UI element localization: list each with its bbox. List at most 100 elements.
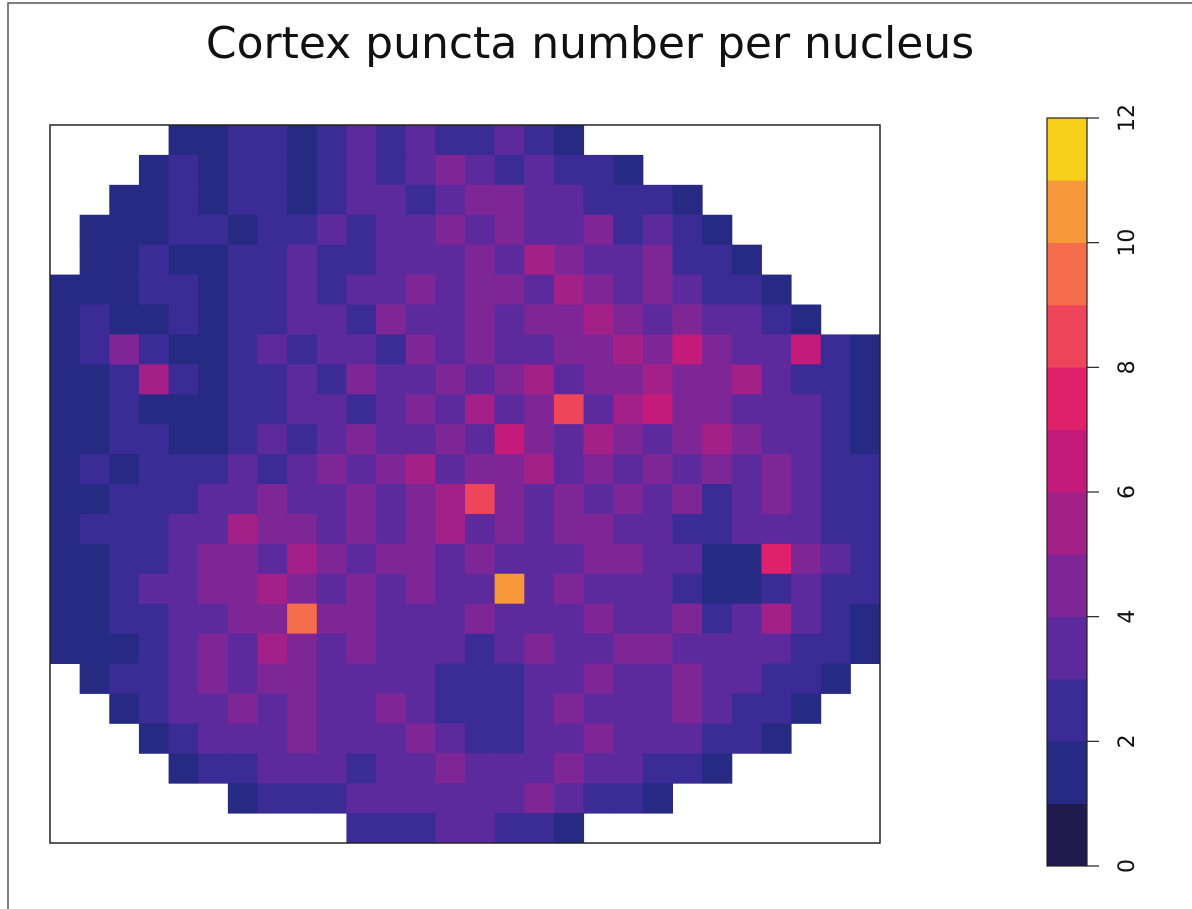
cell bbox=[642, 633, 673, 664]
cell bbox=[524, 573, 555, 605]
cell bbox=[642, 334, 673, 365]
cell bbox=[198, 304, 229, 335]
cell bbox=[50, 274, 81, 305]
cell bbox=[791, 693, 822, 724]
cell bbox=[287, 364, 318, 395]
cell bbox=[435, 693, 466, 724]
cell bbox=[435, 513, 466, 545]
cell bbox=[553, 513, 585, 545]
cell bbox=[138, 603, 170, 635]
cell bbox=[168, 723, 199, 754]
cell bbox=[376, 214, 407, 246]
cell bbox=[553, 274, 585, 305]
cell bbox=[316, 513, 347, 545]
cell bbox=[198, 633, 229, 664]
cell bbox=[642, 424, 673, 455]
cell bbox=[850, 573, 881, 605]
cell bbox=[642, 484, 673, 515]
cell bbox=[553, 334, 585, 365]
cell bbox=[672, 424, 703, 455]
cell bbox=[257, 543, 288, 575]
cell bbox=[50, 424, 81, 455]
cell bbox=[376, 454, 407, 485]
cell bbox=[465, 125, 496, 156]
cell bbox=[702, 603, 733, 635]
cell bbox=[553, 633, 585, 664]
cell bbox=[316, 154, 347, 186]
cell bbox=[820, 633, 851, 664]
cell bbox=[850, 364, 881, 395]
cell bbox=[494, 274, 525, 305]
cell bbox=[524, 603, 555, 635]
cell bbox=[79, 394, 110, 425]
cell bbox=[731, 244, 762, 276]
cell bbox=[79, 663, 110, 694]
cell bbox=[405, 394, 436, 425]
cell bbox=[50, 364, 81, 395]
cell bbox=[316, 663, 347, 694]
cell bbox=[820, 334, 851, 365]
cell bbox=[583, 693, 614, 724]
cell bbox=[494, 424, 525, 455]
cell bbox=[465, 364, 496, 395]
cell bbox=[50, 394, 81, 425]
cell bbox=[50, 573, 81, 605]
cell bbox=[524, 454, 555, 485]
cell bbox=[731, 334, 762, 365]
cell bbox=[524, 663, 555, 694]
cell bbox=[346, 424, 377, 455]
cell bbox=[198, 693, 229, 724]
cell bbox=[583, 424, 614, 455]
cell bbox=[109, 364, 140, 395]
cell bbox=[672, 334, 703, 365]
cell bbox=[761, 454, 792, 485]
cell bbox=[613, 394, 644, 425]
cell bbox=[287, 633, 318, 664]
cell bbox=[613, 663, 644, 694]
cell bbox=[465, 334, 496, 365]
cell bbox=[672, 394, 703, 425]
cell bbox=[820, 543, 851, 575]
cell bbox=[613, 154, 644, 186]
cell bbox=[672, 364, 703, 395]
cell bbox=[346, 484, 377, 515]
cell bbox=[613, 304, 644, 335]
cell bbox=[613, 424, 644, 455]
cell bbox=[79, 513, 110, 545]
cell bbox=[642, 304, 673, 335]
cell bbox=[109, 184, 140, 216]
cell bbox=[731, 663, 762, 694]
cell bbox=[198, 394, 229, 425]
cell bbox=[820, 484, 851, 515]
cell bbox=[79, 543, 110, 575]
cell bbox=[850, 334, 881, 365]
cell bbox=[731, 394, 762, 425]
cell bbox=[316, 364, 347, 395]
cell bbox=[287, 394, 318, 425]
cell bbox=[731, 364, 762, 395]
cell bbox=[50, 543, 81, 575]
cell bbox=[50, 513, 81, 545]
cell bbox=[168, 573, 199, 605]
cell bbox=[583, 154, 614, 186]
cell bbox=[465, 394, 496, 425]
cell bbox=[672, 184, 703, 216]
cell bbox=[613, 543, 644, 575]
cell bbox=[583, 334, 614, 365]
cell bbox=[465, 693, 496, 724]
cell bbox=[227, 334, 258, 365]
cell bbox=[109, 214, 140, 246]
cell bbox=[524, 813, 555, 844]
cell bbox=[405, 783, 436, 814]
cell bbox=[227, 693, 258, 724]
cell bbox=[346, 304, 377, 335]
cell bbox=[791, 513, 822, 545]
cell bbox=[138, 693, 170, 724]
cell bbox=[346, 663, 377, 694]
cell bbox=[672, 723, 703, 754]
cell bbox=[376, 663, 407, 694]
cell bbox=[435, 484, 466, 515]
cell bbox=[198, 753, 229, 784]
cell bbox=[316, 753, 347, 784]
cell bbox=[198, 154, 229, 186]
